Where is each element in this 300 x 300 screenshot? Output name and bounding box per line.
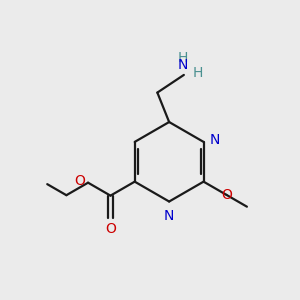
Text: H: H [193, 66, 203, 80]
Text: N: N [177, 58, 188, 72]
Text: O: O [74, 174, 85, 188]
Text: N: N [164, 209, 174, 223]
Text: O: O [221, 188, 232, 203]
Text: H: H [177, 52, 188, 65]
Text: O: O [105, 222, 116, 236]
Text: N: N [210, 134, 220, 147]
